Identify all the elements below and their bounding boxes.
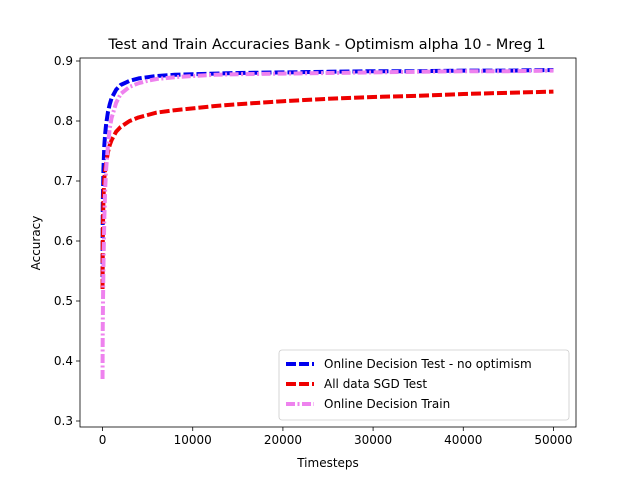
legend-label-0: Online Decision Test - no optimism (324, 357, 532, 371)
x-tick-label: 20000 (264, 433, 302, 447)
y-tick-label: 0.4 (54, 354, 73, 368)
x-tick-label: 10000 (174, 433, 212, 447)
y-tick-label: 0.6 (54, 234, 73, 248)
x-tick-label: 30000 (354, 433, 392, 447)
legend-frame (278, 349, 570, 421)
x-axis: 0 10000 20000 30000 40000 50000 (99, 427, 573, 447)
y-tick-label: 0.5 (54, 294, 73, 308)
series-line-2 (100, 68, 554, 380)
x-tick-label: 40000 (444, 433, 482, 447)
y-tick-label: 0.7 (54, 174, 73, 188)
y-tick-label: 0.8 (54, 114, 73, 128)
legend-label-2: Online Decision Train (324, 397, 450, 411)
chart-title: Test and Train Accuracies Bank - Optimis… (107, 37, 545, 53)
x-tick-label: 0 (99, 433, 107, 447)
y-axis: 0.3 0.4 0.5 0.6 0.7 0.8 0.9 (54, 54, 80, 428)
y-axis-label: Accuracy (29, 216, 43, 271)
x-axis-label: Timesteps (296, 456, 359, 470)
plot-lines (100, 68, 554, 380)
legend: Online Decision Test - no optimism All da… (278, 349, 570, 421)
y-tick-label: 0.9 (54, 54, 73, 68)
y-tick-label: 0.3 (54, 414, 73, 428)
x-tick-label: 50000 (534, 433, 572, 447)
legend-label-1: All data SGD Test (324, 377, 427, 391)
plot-frame (79, 57, 577, 428)
